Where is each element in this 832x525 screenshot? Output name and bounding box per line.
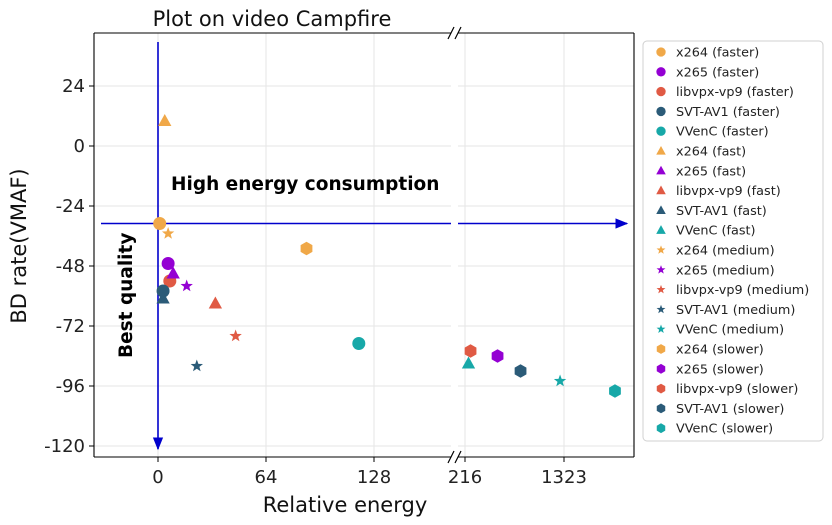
x-axis-ticks: 0 64 128 216 1323 <box>152 457 587 488</box>
legend-marker <box>656 423 666 434</box>
axis-break-marks <box>447 26 462 464</box>
legend-label: libvpx-vp9 (faster) <box>676 85 794 100</box>
grid <box>94 33 634 457</box>
legend-label: VVenC (medium) <box>676 323 784 338</box>
data-point <box>352 337 366 350</box>
data-point <box>153 217 167 230</box>
legend-label: VVenC (faster) <box>676 125 769 140</box>
break-gap-bottom <box>451 451 458 463</box>
y-tick-label: 0 <box>74 136 85 157</box>
x-tick-label: 216 <box>448 467 482 488</box>
data-point <box>161 227 175 239</box>
break-mark <box>454 450 462 464</box>
x-tick-label: 64 <box>255 467 278 488</box>
data-point <box>491 349 504 363</box>
data-point <box>156 284 170 298</box>
y-tick-label: -72 <box>56 316 85 337</box>
legend-label: SVT-AV1 (fast) <box>676 204 767 219</box>
legend-marker <box>656 265 666 274</box>
data-point <box>609 384 621 398</box>
legend-marker <box>656 145 666 155</box>
data-point <box>158 114 172 127</box>
x-tick-label: 0 <box>152 467 163 488</box>
data-points <box>153 114 621 398</box>
legend-marker <box>656 185 666 195</box>
y-tick-label: -24 <box>56 196 85 217</box>
chart-title: Plot on video Campfire <box>153 7 392 31</box>
legend-marker <box>656 106 666 117</box>
legend-marker <box>656 304 666 314</box>
legend-marker <box>656 344 666 354</box>
legend-marker <box>656 86 666 97</box>
x-axis-label: Relative energy <box>263 493 428 517</box>
break-mark <box>447 26 455 40</box>
legend-marker <box>656 284 666 294</box>
legend-label: x265 (medium) <box>676 263 775 278</box>
legend-box <box>642 40 824 442</box>
legend-label: VVenC (fast) <box>676 224 756 239</box>
legend-label: SVT-AV1 (medium) <box>676 303 795 318</box>
y-axis-label: BD rate(VMAF) <box>7 168 31 323</box>
legend-label: SVT-AV1 (faster) <box>676 105 780 120</box>
legend-label: x265 (faster) <box>676 65 759 80</box>
break-mark <box>454 26 462 40</box>
legend-label: SVT-AV1 (slower) <box>676 402 784 417</box>
legend-marker <box>656 324 666 333</box>
legend-marker <box>656 383 666 394</box>
plot-frame <box>93 32 635 458</box>
y-axis-ticks: 24 0 -24 -48 -72 -96 -120 <box>44 76 94 457</box>
y-tick-label: -48 <box>56 256 85 277</box>
legend-label: x265 (fast) <box>676 164 746 179</box>
reference-lines <box>101 42 629 451</box>
legend-marker <box>656 165 666 175</box>
data-point <box>553 374 567 387</box>
data-point <box>180 279 193 292</box>
data-point <box>464 344 477 358</box>
legend-marker <box>656 126 666 136</box>
data-point <box>190 359 203 372</box>
break-gap-top <box>451 27 458 39</box>
data-point <box>229 329 242 342</box>
legend-marker <box>656 67 666 77</box>
legend-marker <box>656 363 666 374</box>
annotation-high-energy: High energy consumption <box>171 174 439 195</box>
data-point <box>208 296 223 309</box>
legend-label: libvpx-vp9 (medium) <box>676 283 809 298</box>
data-point <box>514 364 527 378</box>
legend-label: x264 (fast) <box>676 145 746 160</box>
annotation-best-quality: Best quality <box>116 233 137 358</box>
legend: x264 (faster) x265 (faster) libvpx-vp9 (fa… <box>642 40 824 442</box>
legend-label: libvpx-vp9 (fast) <box>676 184 781 199</box>
legend-label: x264 (faster) <box>676 46 759 61</box>
legend-marker <box>656 245 666 254</box>
data-point <box>461 356 476 369</box>
legend-marker <box>656 403 666 414</box>
data-point <box>161 257 175 270</box>
x-tick-label: 1323 <box>541 467 587 488</box>
legend-marker <box>656 205 666 215</box>
y-tick-label: -96 <box>56 376 85 397</box>
x-tick-label: 128 <box>357 467 391 488</box>
legend-label: VVenC (slower) <box>676 422 773 437</box>
y-tick-label: 24 <box>62 76 85 97</box>
data-point <box>300 241 313 256</box>
y-tick-label: -120 <box>44 436 85 457</box>
legend-label: x264 (slower) <box>676 343 764 358</box>
legend-label: libvpx-vp9 (slower) <box>676 382 798 397</box>
legend-marker <box>656 225 666 234</box>
legend-label: x264 (medium) <box>676 244 775 259</box>
data-point <box>156 291 170 304</box>
data-point <box>166 266 180 279</box>
legend-label: x265 (slower) <box>676 362 764 377</box>
legend-marker <box>656 47 666 57</box>
break-mark <box>447 450 455 464</box>
